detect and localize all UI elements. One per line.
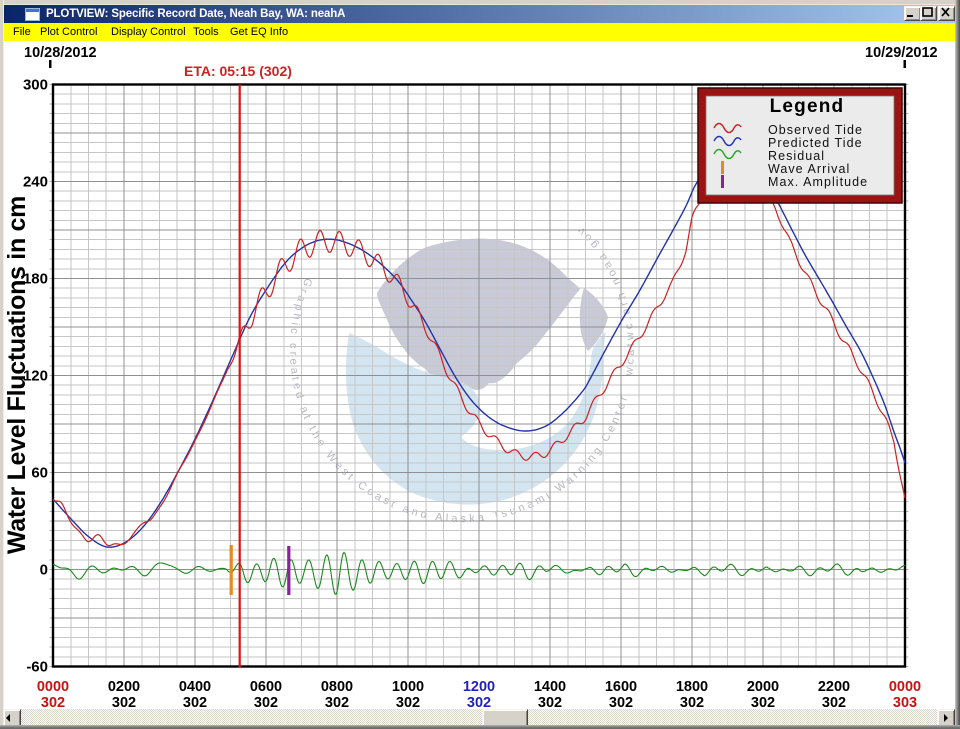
- svg-text:302: 302: [41, 695, 65, 711]
- svg-text:Residual: Residual: [768, 149, 825, 163]
- svg-text:ETA: 05:15 (302): ETA: 05:15 (302): [184, 63, 292, 79]
- svg-text:0000: 0000: [37, 679, 69, 695]
- svg-text:302: 302: [680, 695, 704, 711]
- svg-text:0200: 0200: [108, 679, 140, 695]
- svg-text:120: 120: [23, 368, 48, 385]
- svg-text:302: 302: [609, 695, 633, 711]
- svg-text:1400: 1400: [534, 679, 566, 695]
- svg-text:60: 60: [31, 465, 48, 482]
- svg-text:10/29/2012: 10/29/2012: [865, 45, 938, 61]
- svg-text:0600: 0600: [250, 679, 282, 695]
- svg-text:303: 303: [893, 695, 917, 711]
- svg-text:Legend: Legend: [770, 96, 845, 117]
- svg-text:302: 302: [467, 695, 491, 711]
- svg-text:1600: 1600: [605, 679, 637, 695]
- svg-text:180: 180: [23, 271, 48, 288]
- svg-text:2200: 2200: [818, 679, 850, 695]
- svg-text:0000: 0000: [889, 679, 921, 695]
- svg-text:0: 0: [40, 562, 48, 579]
- svg-text:0800: 0800: [321, 679, 353, 695]
- svg-text:10/28/2012: 10/28/2012: [24, 45, 97, 61]
- svg-text:Wave Arrival: Wave Arrival: [768, 162, 850, 176]
- svg-text:300: 300: [23, 77, 48, 94]
- svg-text:0400: 0400: [179, 679, 211, 695]
- svg-text:2000: 2000: [747, 679, 779, 695]
- svg-text:1200: 1200: [463, 679, 495, 695]
- svg-text:302: 302: [183, 695, 207, 711]
- svg-text:Max. Amplitude: Max. Amplitude: [768, 175, 868, 189]
- svg-text:Predicted Tide: Predicted Tide: [768, 136, 863, 150]
- svg-text:302: 302: [254, 695, 278, 711]
- svg-text:302: 302: [112, 695, 136, 711]
- svg-text:240: 240: [23, 174, 48, 191]
- svg-text:302: 302: [751, 695, 775, 711]
- svg-text:302: 302: [822, 695, 846, 711]
- svg-text:302: 302: [396, 695, 420, 711]
- svg-text:-60: -60: [26, 659, 48, 676]
- svg-text:302: 302: [538, 695, 562, 711]
- svg-text:302: 302: [325, 695, 349, 711]
- svg-text:1800: 1800: [676, 679, 708, 695]
- svg-text:Observed Tide: Observed Tide: [768, 123, 863, 137]
- svg-text:1000: 1000: [392, 679, 424, 695]
